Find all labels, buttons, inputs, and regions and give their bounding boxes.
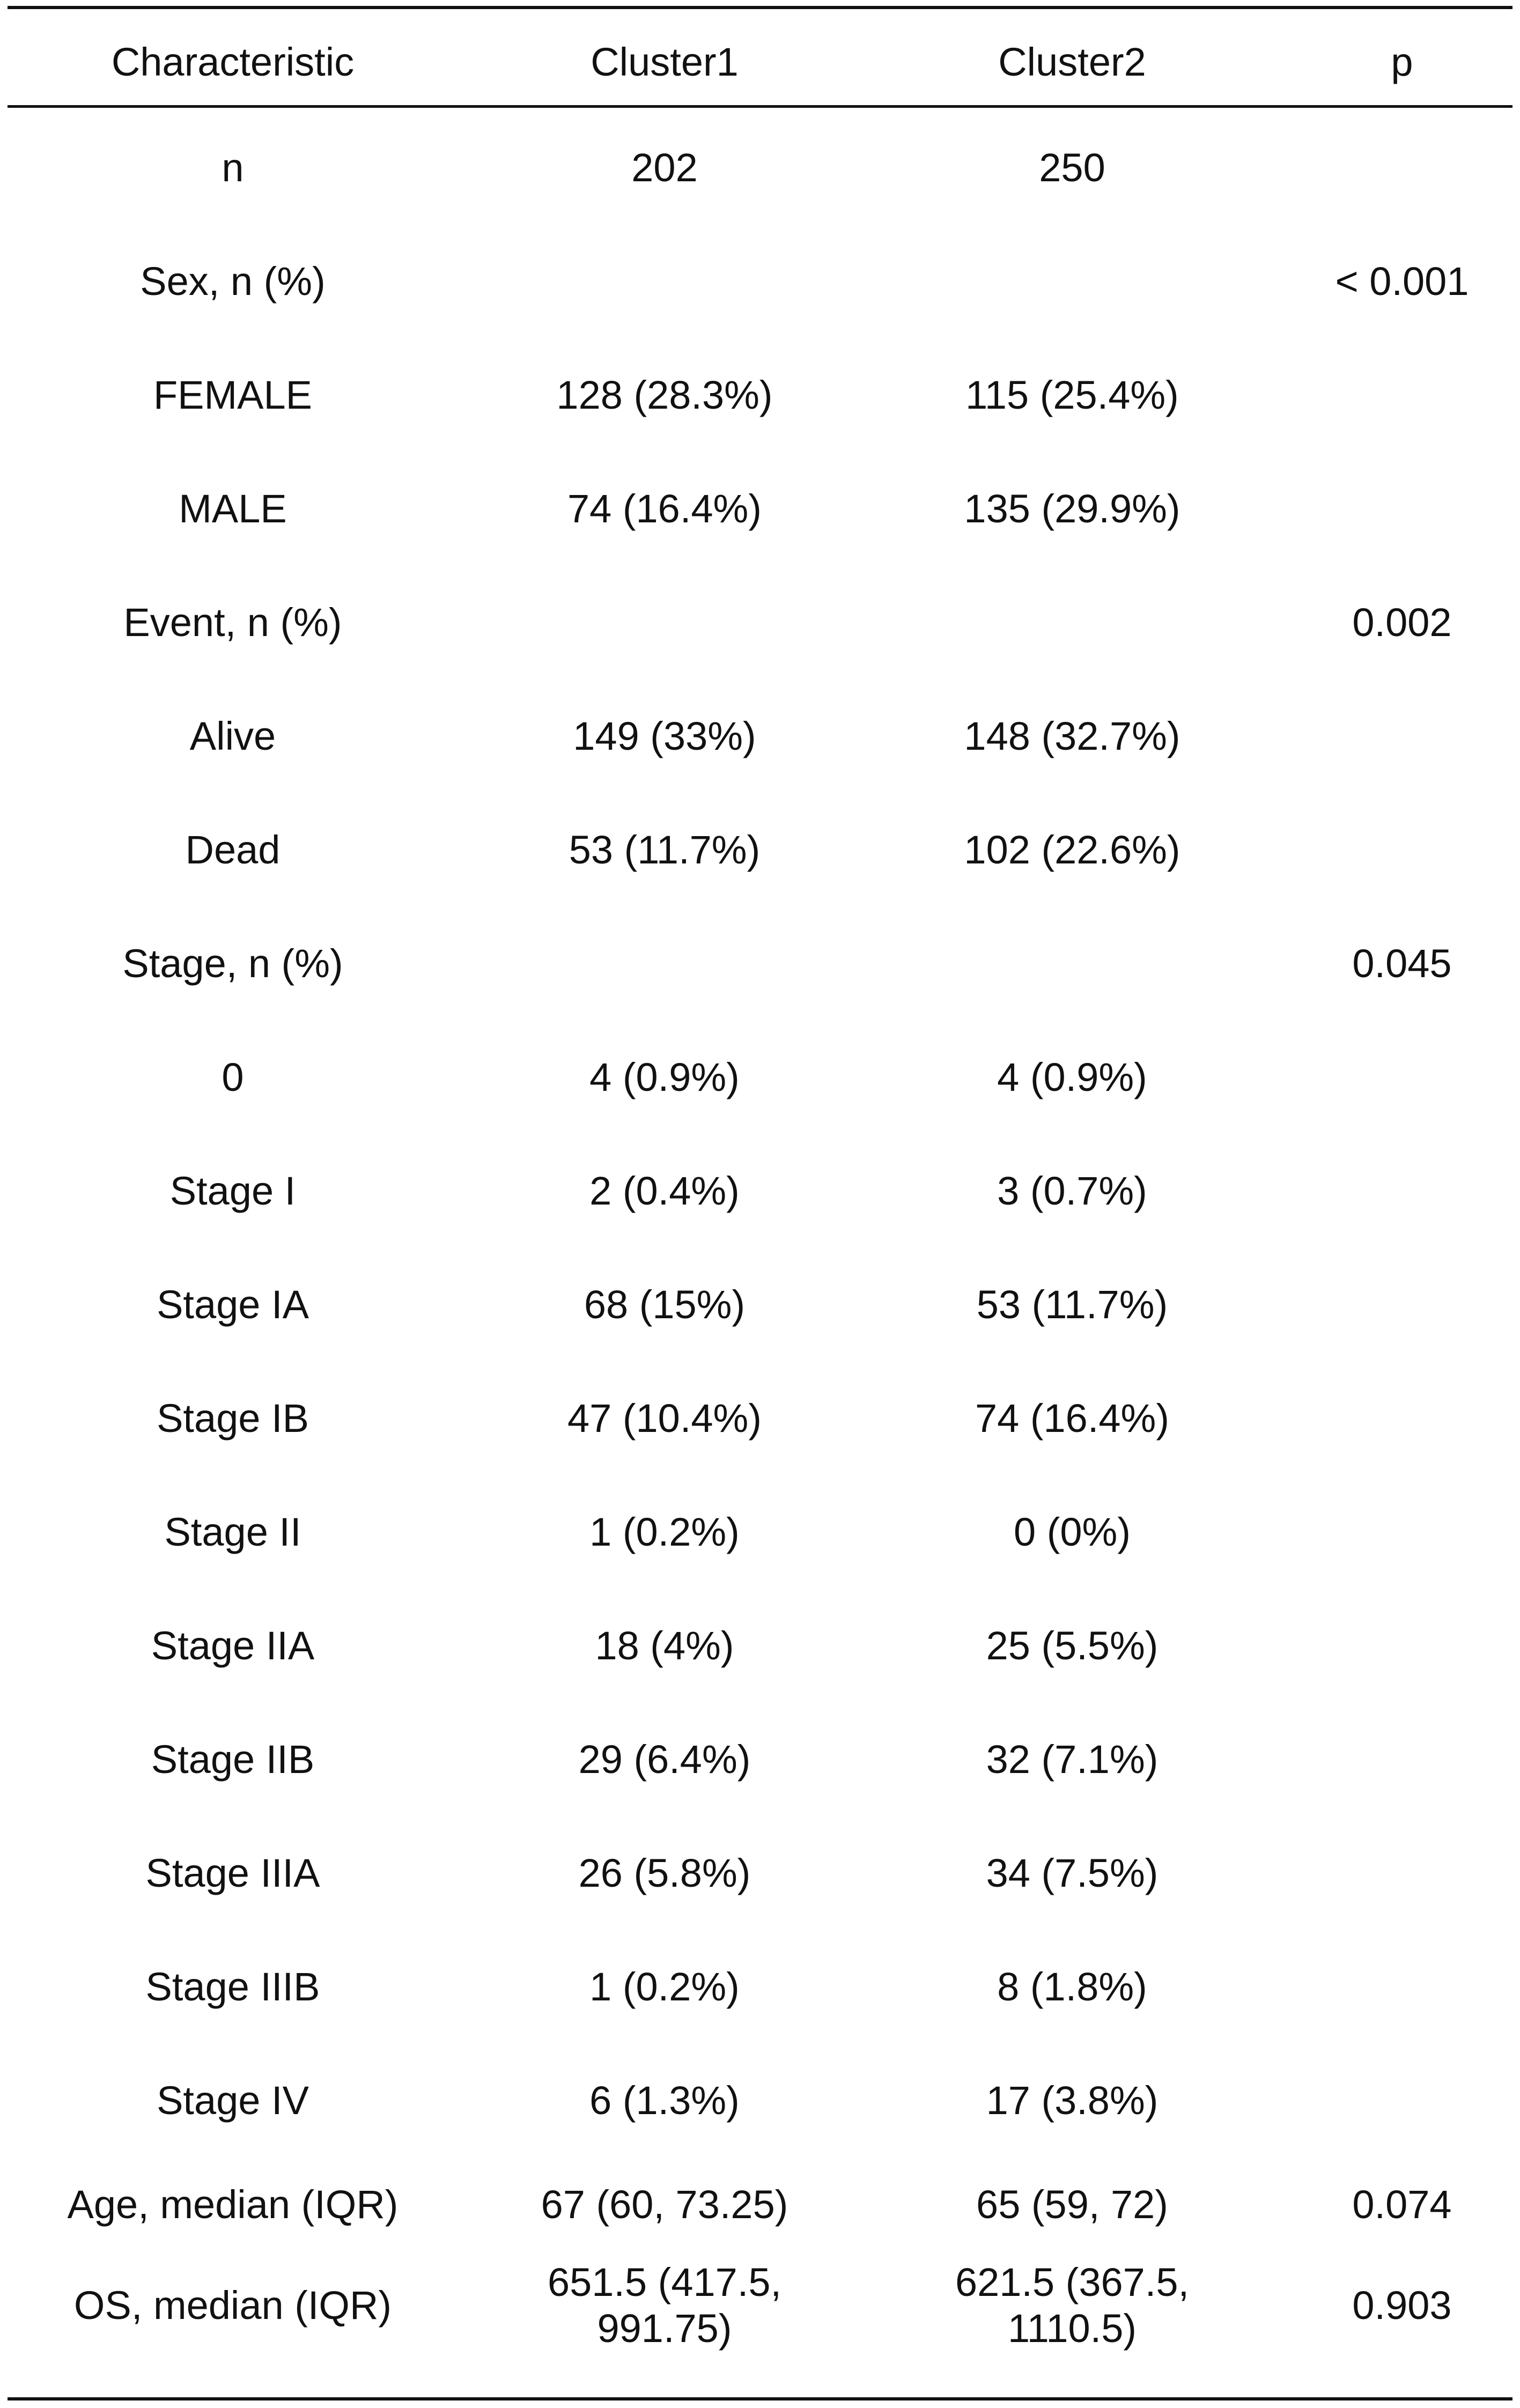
table-row: Stage IIIB 1 (0.2%) 8 (1.8%): [8, 1960, 1512, 2014]
row-label: Stage IIA: [151, 1623, 315, 1668]
table-bottom-rule: [8, 2397, 1512, 2400]
cluster2-value: 53 (11.7%): [976, 1282, 1168, 1327]
row-label: Stage II: [164, 1510, 301, 1554]
row-label: 0: [222, 1055, 244, 1099]
table-row: Stage IIA 18 (4%) 25 (5.5%): [8, 1619, 1512, 1673]
table-row: MALE 74 (16.4%) 135 (29.9%): [8, 482, 1512, 536]
cluster2-value: 17 (3.8%): [986, 2078, 1159, 2123]
table-row: Stage II 1 (0.2%) 0 (0%): [8, 1505, 1512, 1559]
cluster1-value: 202: [631, 145, 698, 190]
p-value: 0.903: [1352, 2283, 1452, 2328]
cluster1-value: 149 (33%): [573, 714, 756, 758]
cluster2-value: 4 (0.9%): [997, 1055, 1147, 1099]
row-label: MALE: [179, 486, 287, 531]
row-label: Stage IIIB: [145, 1964, 320, 2009]
row-label: n: [222, 145, 244, 190]
row-label: Stage IB: [157, 1396, 309, 1441]
cluster1-value: 68 (15%): [584, 1282, 746, 1327]
cluster2-value: 115 (25.4%): [965, 373, 1179, 417]
cluster1-value: 6 (1.3%): [589, 2078, 740, 2123]
table-row: OS, median (IQR) 651.5 (417.5, 991.75) 6…: [8, 2252, 1512, 2359]
cluster1-value: 47 (10.4%): [567, 1396, 762, 1441]
row-label: Stage I: [169, 1169, 296, 1213]
table-row: Event, n (%) 0.002: [8, 596, 1512, 649]
cluster1-value: 67 (60, 73.25): [541, 2182, 788, 2227]
table-row: 0 4 (0.9%) 4 (0.9%): [8, 1051, 1512, 1104]
row-label: Age, median (IQR): [67, 2182, 399, 2227]
row-label: Stage, n (%): [122, 941, 343, 986]
table-row: Stage IB 47 (10.4%) 74 (16.4%): [8, 1392, 1512, 1445]
table-row: Alive 149 (33%) 148 (32.7%): [8, 710, 1512, 763]
row-label: Event, n (%): [123, 600, 342, 645]
cluster1-value: 53 (11.7%): [569, 828, 761, 872]
row-label: Stage IV: [157, 2078, 309, 2123]
cluster2-value: 8 (1.8%): [997, 1964, 1147, 2009]
table-row: Sex, n (%) < 0.001: [8, 255, 1512, 308]
table-row: n 202 250: [8, 141, 1512, 195]
row-label: Sex, n (%): [140, 259, 326, 304]
row-label: Alive: [189, 714, 276, 758]
cluster2-value: 102 (22.6%): [964, 828, 1180, 872]
cluster1-value: 128 (28.3%): [556, 373, 773, 417]
cluster1-value: 1 (0.2%): [589, 1510, 740, 1554]
table-row: Stage, n (%) 0.045: [8, 937, 1512, 991]
cluster2-value: 34 (7.5%): [986, 1851, 1159, 1895]
header-cluster1: Cluster1: [591, 40, 739, 84]
table-row: Stage IV 6 (1.3%) 17 (3.8%): [8, 2074, 1512, 2128]
cluster2-value: 250: [1039, 145, 1105, 190]
p-value: < 0.001: [1335, 259, 1469, 304]
cluster2-value: 3 (0.7%): [997, 1169, 1147, 1213]
cluster2-value: 148 (32.7%): [964, 714, 1180, 758]
p-value: 0.002: [1352, 600, 1452, 645]
cluster2-value: 621.5 (367.5, 1110.5): [955, 2260, 1190, 2351]
cluster2-value: 25 (5.5%): [986, 1623, 1159, 1668]
row-label: Stage IA: [157, 1282, 309, 1327]
cluster2-value: 0 (0%): [1014, 1510, 1131, 1554]
cluster1-value: 18 (4%): [595, 1623, 734, 1668]
p-value: 0.045: [1352, 941, 1452, 986]
header-p: p: [1391, 40, 1413, 84]
cluster1-value: 74 (16.4%): [567, 486, 762, 531]
cluster2-value: 65 (59, 72): [976, 2182, 1168, 2227]
header-characteristic: Characteristic: [111, 40, 355, 84]
table-row: Stage I 2 (0.4%) 3 (0.7%): [8, 1164, 1512, 1218]
table-row: Age, median (IQR) 67 (60, 73.25) 65 (59,…: [8, 2178, 1512, 2232]
cluster2-value: 74 (16.4%): [975, 1396, 1169, 1441]
table-header-rule: [8, 105, 1512, 108]
cluster1-value: 1 (0.2%): [589, 1964, 740, 2009]
row-label: OS, median (IQR): [73, 2283, 392, 2328]
row-label: FEMALE: [153, 373, 313, 417]
p-value: 0.074: [1352, 2182, 1452, 2227]
cluster1-value: 29 (6.4%): [578, 1737, 751, 1782]
cluster1-value: 2 (0.4%): [589, 1169, 740, 1213]
table-row: FEMALE 128 (28.3%) 115 (25.4%): [8, 368, 1512, 422]
table-top-rule: [8, 6, 1512, 9]
table-row: Stage IIB 29 (6.4%) 32 (7.1%): [8, 1733, 1512, 1786]
row-label: Stage IIB: [151, 1737, 315, 1782]
cluster2-value: 32 (7.1%): [986, 1737, 1159, 1782]
cluster1-value: 26 (5.8%): [578, 1851, 751, 1895]
cluster1-value: 651.5 (417.5, 991.75): [547, 2260, 782, 2351]
table-header-row: Characteristic Cluster1 Cluster2 p: [8, 35, 1512, 89]
row-label: Stage IIIA: [145, 1851, 320, 1895]
table-row: Dead 53 (11.7%) 102 (22.6%): [8, 823, 1512, 877]
header-cluster2: Cluster2: [998, 40, 1146, 84]
table-row: Stage IIIA 26 (5.8%) 34 (7.5%): [8, 1846, 1512, 1900]
cluster1-value: 4 (0.9%): [589, 1055, 740, 1099]
cluster2-value: 135 (29.9%): [964, 486, 1180, 531]
table-row: Stage IA 68 (15%) 53 (11.7%): [8, 1278, 1512, 1332]
row-label: Dead: [185, 828, 281, 872]
